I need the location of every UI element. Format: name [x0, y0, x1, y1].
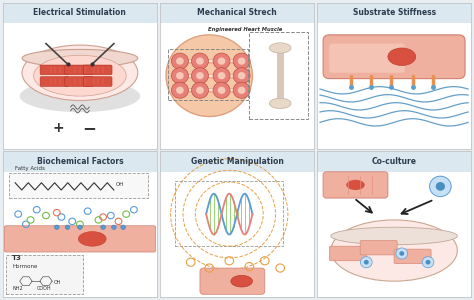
Ellipse shape: [78, 232, 106, 246]
Ellipse shape: [331, 220, 457, 281]
Text: OH: OH: [115, 182, 124, 188]
FancyBboxPatch shape: [65, 65, 93, 75]
Circle shape: [396, 248, 408, 259]
Text: NH2: NH2: [12, 286, 23, 291]
Text: Engineered Heart Muscle: Engineered Heart Muscle: [208, 26, 282, 32]
Circle shape: [191, 53, 209, 69]
FancyBboxPatch shape: [200, 268, 265, 294]
Circle shape: [191, 82, 209, 98]
Circle shape: [196, 87, 204, 94]
Circle shape: [238, 58, 246, 65]
Text: COOH: COOH: [36, 286, 51, 291]
Circle shape: [218, 87, 226, 94]
Bar: [3, 152, 157, 172]
Text: −: −: [82, 119, 96, 137]
Ellipse shape: [269, 43, 291, 53]
Bar: [175, 181, 283, 246]
Text: OH: OH: [54, 280, 61, 285]
FancyBboxPatch shape: [323, 35, 465, 79]
FancyBboxPatch shape: [329, 44, 405, 73]
Circle shape: [238, 72, 246, 79]
Bar: [160, 152, 314, 172]
Ellipse shape: [34, 55, 126, 96]
Circle shape: [196, 58, 204, 65]
Text: Co-culture: Co-culture: [372, 157, 417, 166]
Circle shape: [238, 87, 246, 94]
FancyBboxPatch shape: [4, 226, 155, 252]
Circle shape: [213, 82, 230, 98]
Circle shape: [213, 68, 230, 84]
Text: Genetic Manipulation: Genetic Manipulation: [191, 157, 283, 166]
Ellipse shape: [346, 180, 365, 190]
Circle shape: [436, 182, 445, 191]
Ellipse shape: [22, 50, 138, 67]
FancyBboxPatch shape: [394, 249, 431, 264]
FancyBboxPatch shape: [65, 77, 93, 86]
Circle shape: [233, 68, 250, 84]
Circle shape: [172, 53, 188, 69]
Ellipse shape: [20, 80, 140, 112]
Bar: [249, 32, 308, 119]
Circle shape: [176, 87, 184, 94]
Circle shape: [78, 225, 82, 230]
FancyBboxPatch shape: [40, 77, 69, 86]
Text: Fatty Acids: Fatty Acids: [15, 167, 45, 171]
Bar: [317, 152, 471, 172]
Circle shape: [172, 68, 188, 84]
Circle shape: [176, 58, 184, 65]
FancyBboxPatch shape: [323, 172, 388, 198]
Circle shape: [55, 225, 59, 230]
Text: Electrical Stimulation: Electrical Stimulation: [34, 8, 127, 17]
Circle shape: [218, 58, 226, 65]
Bar: [317, 3, 471, 23]
Circle shape: [191, 68, 209, 84]
Bar: [6, 255, 83, 294]
FancyBboxPatch shape: [329, 246, 366, 261]
Text: Substrate Stiffness: Substrate Stiffness: [353, 8, 436, 17]
Circle shape: [364, 260, 369, 265]
Circle shape: [426, 260, 430, 265]
Circle shape: [218, 72, 226, 79]
Circle shape: [166, 35, 253, 116]
Text: Biochemical Factors: Biochemical Factors: [36, 157, 123, 166]
Circle shape: [399, 251, 404, 256]
Circle shape: [360, 257, 372, 268]
Circle shape: [101, 225, 105, 230]
FancyBboxPatch shape: [83, 65, 112, 75]
Ellipse shape: [22, 45, 138, 100]
Circle shape: [111, 225, 116, 230]
Bar: [168, 50, 248, 100]
Text: Hormone: Hormone: [12, 264, 37, 269]
Text: +: +: [53, 121, 64, 135]
Bar: [160, 3, 314, 23]
Circle shape: [213, 53, 230, 69]
Bar: [9, 173, 148, 198]
Circle shape: [172, 82, 188, 98]
Circle shape: [429, 176, 451, 196]
Bar: [3, 3, 157, 23]
Circle shape: [121, 225, 126, 230]
Circle shape: [65, 225, 70, 230]
Text: T3: T3: [12, 255, 22, 261]
Circle shape: [196, 72, 204, 79]
Text: Mechanical Strech: Mechanical Strech: [197, 8, 277, 17]
FancyBboxPatch shape: [83, 77, 112, 86]
FancyBboxPatch shape: [360, 240, 397, 255]
Ellipse shape: [269, 98, 291, 109]
Circle shape: [422, 257, 434, 268]
FancyBboxPatch shape: [40, 65, 69, 75]
Circle shape: [176, 72, 184, 79]
Circle shape: [233, 53, 250, 69]
Ellipse shape: [331, 227, 457, 245]
Ellipse shape: [231, 275, 253, 287]
Ellipse shape: [388, 48, 416, 65]
Circle shape: [233, 82, 250, 98]
